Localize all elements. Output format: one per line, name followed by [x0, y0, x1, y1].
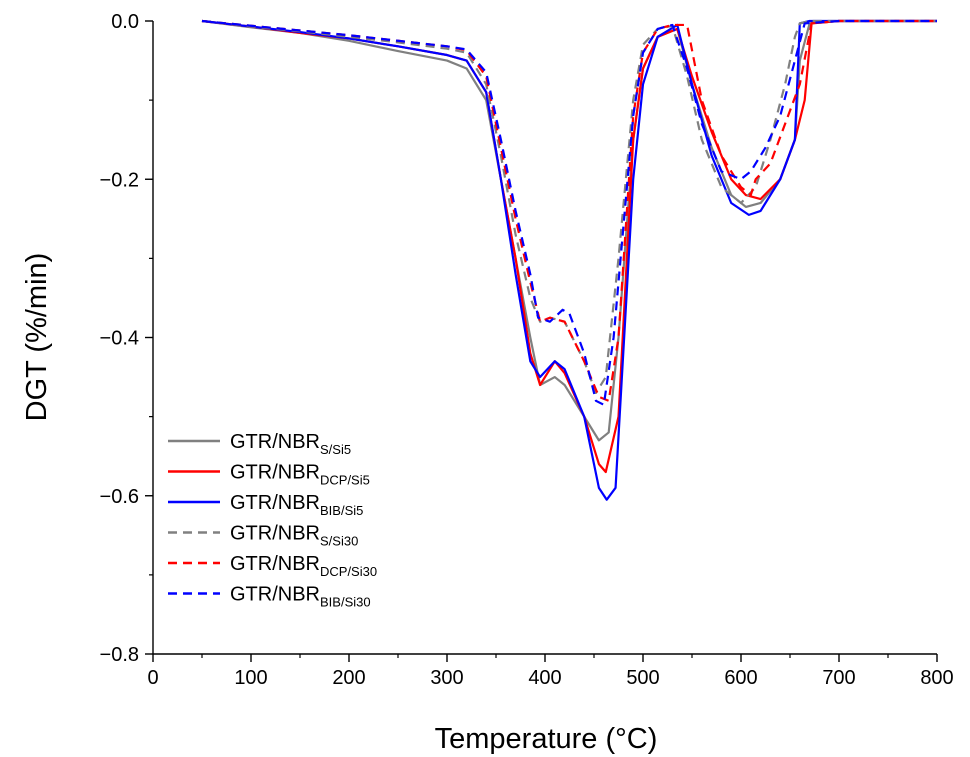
legend-item-5: GTR/NBRDCP/Si30 [168, 553, 377, 579]
legend: GTR/NBRS/Si5GTR/NBRDCP/Si5GTR/NBRBIB/Si5… [168, 431, 377, 610]
x-tick-label: 200 [332, 667, 365, 689]
legend-label: GTR/NBRS/Si30 [230, 523, 358, 549]
x-tick-label: 400 [528, 667, 561, 689]
legend-label: GTR/NBRBIB/Si5 [230, 492, 363, 518]
legend-label: GTR/NBRBIB/Si30 [230, 584, 371, 610]
y-tick-label: −0.8 [100, 644, 139, 666]
x-tick-label: 500 [626, 667, 659, 689]
legend-label-sub: DCP/Si5 [320, 473, 370, 488]
legend-label-sub: DCP/Si30 [320, 564, 377, 579]
series-line-2 [201, 19, 937, 474]
y-tick-label: −0.4 [100, 328, 139, 350]
legend-label-main: GTR/NBR [230, 553, 320, 575]
legend-item-6: GTR/NBRBIB/Si30 [168, 584, 371, 610]
legend-label-sub: S/Si5 [320, 442, 351, 457]
series-layer [201, 19, 937, 501]
legend-label-main: GTR/NBR [230, 523, 320, 545]
y-tick-label: 0.0 [111, 11, 139, 33]
series-line-6 [201, 19, 937, 406]
legend-label-main: GTR/NBR [230, 431, 320, 453]
legend-label-sub: S/Si30 [320, 534, 358, 549]
tick-marks [145, 20, 938, 662]
x-tick-label: 0 [147, 667, 158, 689]
x-tick-label: 700 [822, 667, 855, 689]
tick-labels: 0 100 200 300 400 500 600 700 800 0.0 −0.2 −0.4 −0.6… [100, 11, 954, 689]
legend-label-main: GTR/NBR [230, 584, 320, 606]
legend-item-4: GTR/NBRS/Si30 [168, 523, 358, 549]
y-tick-label: −0.2 [100, 169, 139, 191]
series-line-5 [201, 19, 937, 402]
legend-label-main: GTR/NBR [230, 462, 320, 484]
y-axis-title: DGT (%/min) [21, 253, 53, 422]
legend-label-sub: BIB/Si5 [320, 503, 363, 518]
series-line-3 [201, 19, 937, 501]
legend-item-1: GTR/NBRS/Si5 [168, 431, 351, 457]
legend-label: GTR/NBRDCP/Si30 [230, 553, 377, 579]
x-tick-label: 600 [724, 667, 757, 689]
legend-label: GTR/NBRS/Si5 [230, 431, 351, 457]
x-tick-label: 300 [430, 667, 463, 689]
x-axis-title: Temperature (°C) [435, 723, 658, 755]
legend-label-sub: BIB/Si30 [320, 595, 371, 610]
series-line-1 [201, 19, 937, 442]
legend-label-main: GTR/NBR [230, 492, 320, 514]
legend-item-3: GTR/NBRBIB/Si5 [168, 492, 363, 518]
y-tick-label: −0.6 [100, 486, 139, 508]
x-tick-label: 800 [920, 667, 953, 689]
x-tick-label: 100 [234, 667, 267, 689]
legend-label: GTR/NBRDCP/Si5 [230, 462, 370, 488]
legend-item-2: GTR/NBRDCP/Si5 [168, 462, 370, 488]
series-line-4 [201, 19, 937, 394]
